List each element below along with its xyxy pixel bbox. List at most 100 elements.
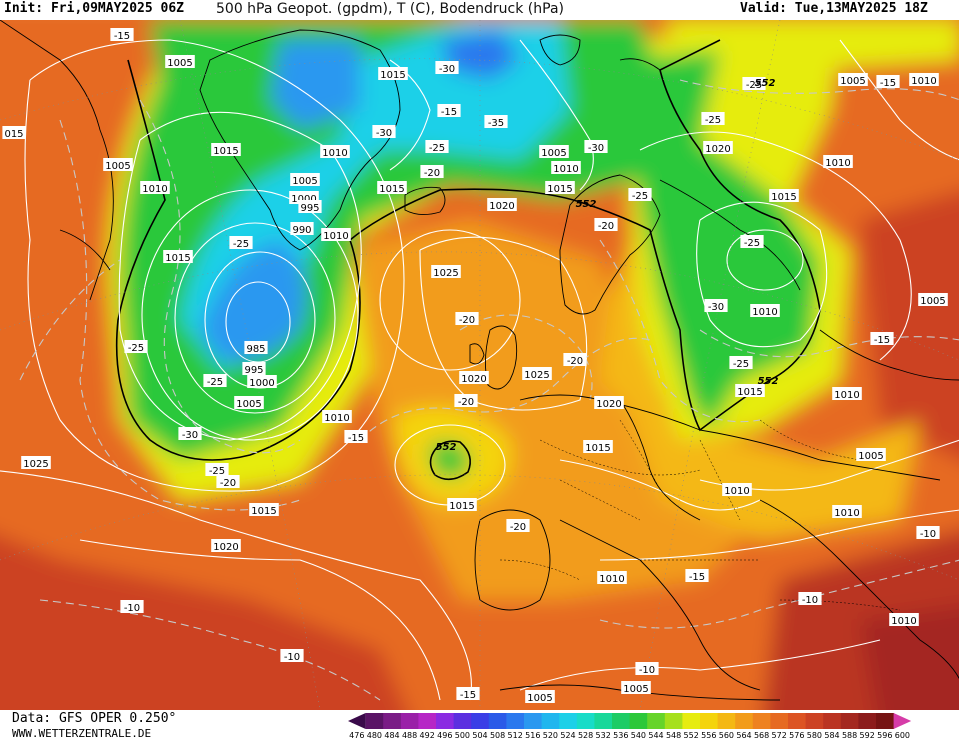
temperature-label: -25 [425, 140, 449, 154]
temperature-label: -25 [124, 340, 148, 354]
temperature-label: -25 [701, 112, 725, 126]
isobar-label-bg [290, 173, 320, 186]
temperature-label: -15 [110, 28, 134, 42]
legend-swatch [717, 713, 736, 729]
isobar-label: 1010 [722, 483, 752, 497]
isobar-label-text: 1005 [623, 684, 648, 695]
isobar-label-bg [856, 448, 886, 461]
isobar-label-text: 1020 [213, 542, 238, 553]
isobar-label-bg [539, 145, 569, 158]
temperature-label-bg [372, 125, 396, 138]
legend-value: 580 [807, 731, 822, 740]
legend-swatch [541, 713, 560, 729]
temperature-label-text: -25 [733, 359, 749, 370]
legend-swatch [576, 713, 595, 729]
temperature-label-bg [740, 235, 764, 248]
temperature-label-text: -20 [424, 168, 440, 179]
temperature-label-bg [205, 463, 229, 476]
isobar-label-bg [838, 73, 868, 86]
temperature-label-text: -10 [284, 652, 300, 663]
isobar-label-text: 1010 [599, 574, 624, 585]
temperature-label-text: -30 [708, 302, 724, 313]
temperature-label-bg [635, 662, 659, 675]
temperature-label-text: -20 [459, 315, 475, 326]
isobar-label-text: 1005 [527, 693, 552, 704]
temperature-label-bg [120, 600, 144, 613]
isobar-label-text: 1005 [840, 76, 865, 87]
legend-swatch [418, 713, 437, 729]
isotherms [19, 79, 959, 701]
isobar-label: 1010 [140, 181, 170, 195]
temperature-label-text: -25 [705, 115, 721, 126]
legend-value: 520 [543, 731, 558, 740]
temperature-label: -15 [870, 332, 894, 346]
temperature-labels: -15-30-25 -15-15-25-35-30-25 -30-20-25-20-… [110, 28, 940, 701]
legend-value: 504 [472, 731, 487, 740]
contour-552 [115, 39, 821, 481]
legend-value: 516 [525, 731, 540, 740]
temperature-label-bg [435, 61, 459, 74]
isobar-label: 1010 [832, 387, 862, 401]
temperature-label-bg [798, 592, 822, 605]
isobar-label-text: 1015 [165, 253, 190, 264]
legend-swatch [858, 713, 877, 729]
legend-swatch [629, 713, 648, 729]
isobar-label-text: 1010 [834, 508, 859, 519]
isobar-label-text: 1025 [433, 268, 458, 279]
isobar-label: 1005 [918, 293, 948, 307]
init-time-label: Init: Fri,09MAY2025 06Z [4, 1, 185, 16]
isobar-label-bg [823, 155, 853, 168]
temperature-label-text: -15 [441, 107, 457, 118]
isobar-label-text: 1005 [541, 148, 566, 159]
temperature-label-bg [916, 526, 940, 539]
temperature-label-bg [563, 353, 587, 366]
height-552-label: 552 [576, 199, 597, 210]
isobar-label: 1015 [447, 498, 477, 512]
isobar-label-bg [247, 375, 277, 388]
isobar-label: 1015 [735, 384, 765, 398]
legend-value: 596 [877, 731, 892, 740]
temperature-label-bg [876, 75, 900, 88]
legend-value: 588 [842, 731, 857, 740]
legend-swatch [612, 713, 631, 729]
temperature-label-text: -15 [874, 335, 890, 346]
isobar-label-text: 1005 [236, 399, 261, 410]
temperature-label-text: -15 [114, 31, 130, 42]
data-source-label: Data: GFS OPER 0.250° [12, 711, 177, 726]
legend-value: 512 [508, 731, 523, 740]
isobar-label-text: 995 [300, 203, 319, 214]
isobar-label-bg [750, 304, 780, 317]
isobar-label-bg [249, 503, 279, 516]
temperature-label-text: -25 [746, 80, 762, 91]
legend-swatch [682, 713, 701, 729]
legend-swatch [770, 713, 789, 729]
header-bar: Init: Fri,09MAY2025 06Z 500 hPa Geopot. … [0, 0, 959, 20]
isobar-label-text: 990 [292, 225, 311, 236]
temperature-label: -25 [203, 374, 227, 388]
legend-value: 528 [578, 731, 593, 740]
isobar-label-bg [459, 371, 489, 384]
isobar-label-bg [889, 613, 919, 626]
geopotential-field [0, 20, 959, 710]
isobar-label-text: 985 [246, 344, 265, 355]
legend-swatch [365, 713, 384, 729]
isobar-label-text: 1020 [489, 201, 514, 212]
isobar-label-bg [298, 200, 322, 213]
website-label: WWW.WETTERZENTRALE.DE [12, 727, 152, 740]
temperature-label-bg [420, 165, 444, 178]
temperature-label-bg [628, 188, 652, 201]
isobar-label-text: 1010 [825, 158, 850, 169]
temperature-label-text: -25 [429, 143, 445, 154]
temperature-label-bg [229, 236, 253, 249]
isobar-label-bg [103, 158, 133, 171]
isobar-label-bg [321, 228, 351, 241]
legend-swatch [647, 713, 666, 729]
isobar-label-bg [832, 505, 862, 518]
legend-swatch [735, 713, 754, 729]
temperature-label-bg [454, 394, 478, 407]
temperature-label-text: -20 [567, 356, 583, 367]
legend-swatch [488, 713, 507, 729]
isobar-label-bg [735, 384, 765, 397]
temperature-label: -20 [455, 312, 479, 326]
isobar-label-bg [242, 362, 266, 375]
